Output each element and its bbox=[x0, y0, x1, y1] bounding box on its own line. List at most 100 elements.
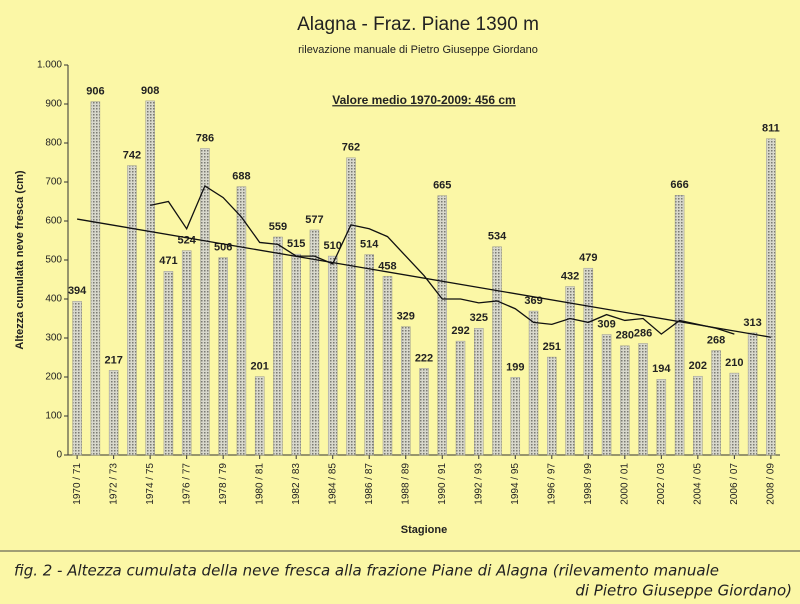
bar bbox=[565, 286, 575, 456]
bar bbox=[218, 257, 228, 456]
bar bbox=[127, 165, 137, 456]
bar bbox=[200, 148, 210, 456]
value-label: 329 bbox=[397, 311, 415, 323]
value-label: 559 bbox=[269, 221, 287, 233]
value-label: 280 bbox=[616, 330, 634, 342]
y-tick-label: 800 bbox=[45, 138, 62, 149]
value-label: 510 bbox=[324, 240, 342, 252]
value-label: 286 bbox=[634, 327, 652, 339]
bar bbox=[400, 326, 411, 456]
x-tick-label: 1972 / 73 bbox=[108, 463, 119, 505]
bar bbox=[455, 340, 466, 456]
value-label: 432 bbox=[561, 270, 579, 282]
value-label: 458 bbox=[378, 260, 396, 272]
bar bbox=[254, 376, 265, 456]
value-label: 688 bbox=[232, 171, 250, 183]
value-label: 199 bbox=[506, 361, 524, 373]
bar bbox=[638, 343, 648, 456]
value-label: 202 bbox=[689, 360, 707, 372]
bar bbox=[346, 157, 356, 456]
value-label: 201 bbox=[251, 361, 269, 373]
value-label: 479 bbox=[579, 252, 597, 264]
x-tick-label: 1990 / 91 bbox=[437, 463, 448, 505]
bar bbox=[90, 101, 101, 456]
value-label: 313 bbox=[743, 317, 761, 329]
bar bbox=[583, 267, 594, 456]
x-axis-label: Stagione bbox=[401, 524, 447, 536]
value-label: 251 bbox=[543, 341, 561, 353]
bar bbox=[711, 350, 721, 456]
bar bbox=[547, 356, 557, 456]
value-label: 268 bbox=[707, 334, 725, 346]
chart-subtitle: rilevazione manuale di Pietro Giuseppe G… bbox=[298, 44, 538, 56]
value-label: 906 bbox=[86, 86, 104, 98]
x-tick-label: 1974 / 75 bbox=[145, 463, 156, 505]
value-label: 309 bbox=[597, 318, 615, 330]
bar bbox=[145, 100, 155, 456]
bar bbox=[510, 377, 521, 456]
value-label: 210 bbox=[725, 357, 743, 369]
y-tick-label: 0 bbox=[56, 450, 62, 461]
bar bbox=[747, 332, 758, 456]
value-label: 471 bbox=[159, 255, 177, 267]
value-label: 742 bbox=[123, 150, 141, 162]
y-tick-label: 500 bbox=[45, 255, 62, 266]
bar bbox=[674, 195, 685, 456]
value-label: 217 bbox=[104, 354, 122, 366]
bar bbox=[766, 138, 776, 456]
bar bbox=[327, 255, 338, 456]
y-tick-label: 700 bbox=[45, 177, 62, 188]
value-label: 292 bbox=[451, 325, 469, 337]
value-label: 666 bbox=[670, 179, 688, 191]
x-tick-label: 1998 / 99 bbox=[583, 463, 594, 505]
x-tick-label: 2000 / 01 bbox=[619, 463, 630, 505]
y-tick-label: 900 bbox=[45, 99, 62, 110]
bar bbox=[419, 368, 429, 456]
y-tick-label: 400 bbox=[45, 294, 62, 305]
x-tick-label: 2006 / 07 bbox=[729, 463, 740, 505]
x-tick-label: 1982 / 83 bbox=[291, 463, 302, 505]
value-label: 908 bbox=[141, 85, 159, 97]
bar bbox=[528, 310, 539, 456]
x-tick-label: 2004 / 05 bbox=[692, 463, 703, 505]
x-tick-label: 2008 / 09 bbox=[766, 463, 777, 505]
x-tick-label: 1988 / 89 bbox=[400, 463, 411, 505]
bar bbox=[474, 328, 484, 456]
trend-line bbox=[77, 218, 771, 338]
x-tick-label: 1994 / 95 bbox=[510, 463, 521, 505]
x-tick-label: 1986 / 87 bbox=[364, 463, 375, 505]
bar bbox=[729, 372, 740, 456]
y-tick-label: 200 bbox=[45, 372, 62, 383]
y-tick-label: 100 bbox=[45, 411, 62, 422]
y-tick-label: 1.000 bbox=[37, 60, 62, 71]
y-axis-label: Altezza cumulata neve fresca (cm) bbox=[14, 170, 26, 349]
value-label: 194 bbox=[652, 363, 671, 375]
value-label: 786 bbox=[196, 132, 214, 144]
value-label: 394 bbox=[68, 285, 87, 297]
value-label: 222 bbox=[415, 352, 433, 364]
bar bbox=[291, 253, 301, 456]
bar bbox=[601, 334, 612, 456]
x-tick-label: 1984 / 85 bbox=[327, 463, 338, 505]
y-tick-label: 300 bbox=[45, 333, 62, 344]
value-label: 325 bbox=[470, 312, 488, 324]
bar bbox=[163, 271, 174, 456]
caption-line: di Pietro Giuseppe Giordano) bbox=[575, 582, 792, 600]
x-tick-label: 2002 / 03 bbox=[656, 463, 667, 505]
moving-average-line bbox=[150, 184, 735, 335]
caption-line: fig. 2 - Altezza cumulata della neve fre… bbox=[14, 562, 719, 580]
x-tick-label: 1980 / 81 bbox=[254, 463, 265, 505]
value-label: 762 bbox=[342, 142, 360, 154]
bar bbox=[693, 375, 703, 456]
bar bbox=[108, 370, 119, 456]
x-tick-label: 1976 / 77 bbox=[181, 463, 192, 505]
x-tick-label: 1978 / 79 bbox=[218, 463, 229, 505]
chart-title: Alagna - Fraz. Piane 1390 m bbox=[297, 14, 539, 35]
value-label: 665 bbox=[433, 180, 451, 192]
value-label: 811 bbox=[762, 123, 780, 135]
bar bbox=[72, 301, 82, 456]
bar bbox=[620, 345, 630, 456]
y-tick-label: 600 bbox=[45, 216, 62, 227]
bar bbox=[181, 250, 192, 456]
